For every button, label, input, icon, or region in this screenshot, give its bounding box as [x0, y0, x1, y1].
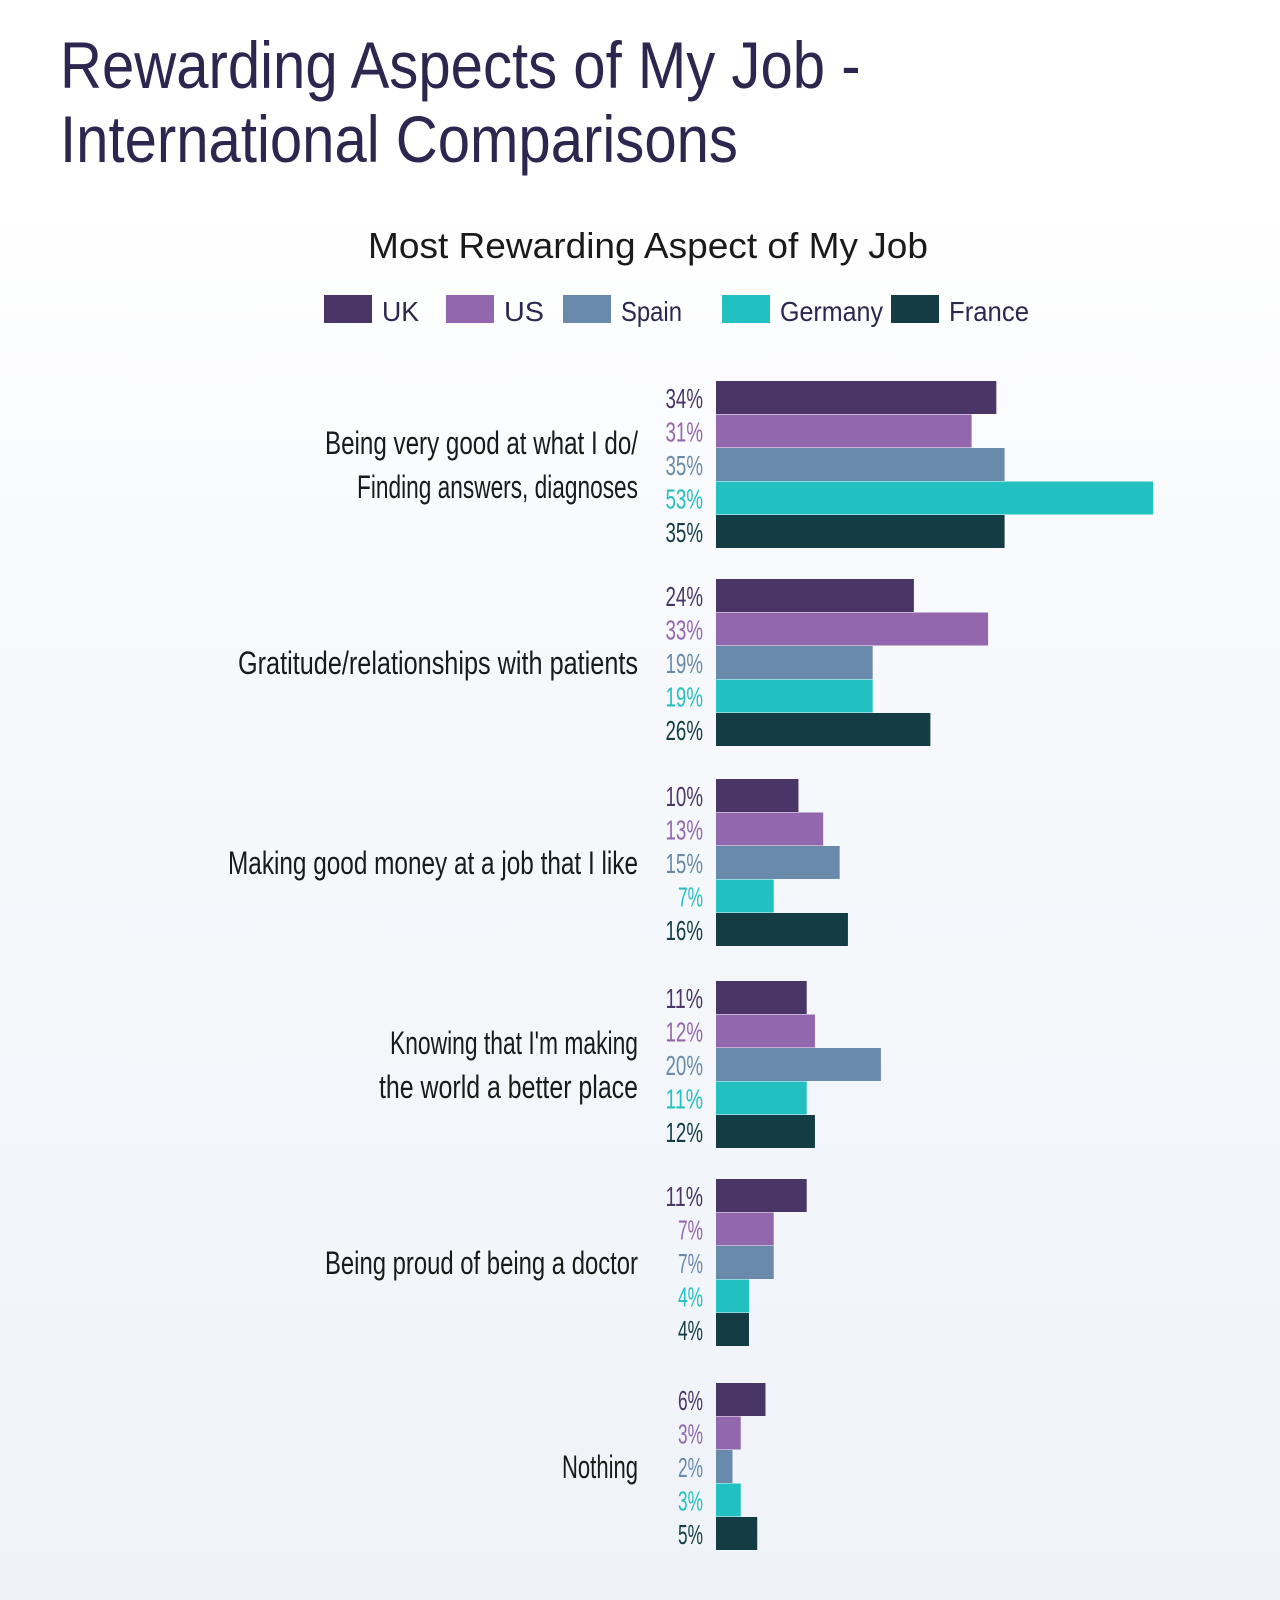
bar-5-france	[716, 1313, 749, 1346]
data-label-3-germany: 7%	[678, 882, 703, 913]
data-label-5-spain: 7%	[678, 1248, 703, 1279]
legend-label-us: US	[504, 296, 544, 327]
data-label-5-france: 4%	[678, 1315, 703, 1346]
bar-2-france	[716, 713, 931, 746]
data-label-2-france: 26%	[666, 715, 704, 746]
bar-6-us	[716, 1416, 741, 1450]
category-label-1-line-1: Being very good at what I do/	[325, 425, 638, 461]
bar-6-uk	[716, 1383, 766, 1416]
bar-3-uk	[716, 779, 799, 812]
data-label-6-germany: 3%	[678, 1486, 703, 1517]
legend-label-germany: Germany	[780, 296, 883, 327]
data-label-3-us: 13%	[666, 815, 704, 846]
data-label-3-spain: 15%	[666, 848, 704, 879]
legend-swatch-spain	[563, 295, 611, 323]
data-label-4-uk: 11%	[666, 983, 704, 1014]
data-label-6-spain: 2%	[678, 1452, 703, 1483]
bar-2-uk	[716, 579, 914, 612]
legend-label-france: France	[949, 296, 1029, 327]
legend-label-uk: UK	[382, 296, 419, 327]
legend-swatch-germany	[722, 295, 770, 323]
legend-swatch-uk	[324, 295, 372, 323]
legend-swatch-france	[891, 295, 939, 323]
bar-6-france	[716, 1517, 758, 1550]
data-label-3-uk: 10%	[666, 781, 704, 812]
page-title-line-2: International Comparisons	[60, 102, 738, 176]
data-label-2-spain: 19%	[666, 648, 704, 679]
data-label-5-germany: 4%	[678, 1282, 703, 1313]
bar-4-spain	[716, 1048, 881, 1081]
data-label-6-france: 5%	[678, 1519, 703, 1550]
bar-1-spain	[716, 448, 1005, 481]
data-label-4-germany: 11%	[666, 1084, 704, 1115]
bar-5-uk	[716, 1179, 807, 1212]
page-title: Rewarding Aspects of My Job - Internatio…	[60, 28, 1072, 176]
bar-1-us	[716, 414, 972, 448]
category-label-5: Being proud of being a doctor	[325, 1245, 638, 1281]
data-label-4-spain: 20%	[666, 1050, 704, 1081]
data-label-6-us: 3%	[678, 1419, 703, 1450]
bar-1-uk	[716, 381, 997, 414]
data-label-1-us: 31%	[666, 417, 704, 448]
category-label-4-line-1: Knowing that I'm making	[390, 1025, 638, 1061]
bar-1-france	[716, 515, 1005, 548]
legend-swatch-us	[446, 295, 494, 323]
page-title-line-1: Rewarding Aspects of My Job -	[60, 28, 861, 102]
data-label-5-us: 7%	[678, 1215, 703, 1246]
category-label-6: Nothing	[562, 1449, 638, 1485]
data-label-1-uk: 34%	[666, 383, 704, 414]
legend-label-spain: Spain	[621, 296, 682, 327]
category-label-2: Gratitude/relationships with patients	[238, 645, 638, 681]
bar-4-germany	[716, 1081, 807, 1115]
bar-6-spain	[716, 1450, 733, 1483]
category-label-3: Making good money at a job that I like	[228, 845, 638, 881]
data-label-1-france: 35%	[666, 517, 704, 548]
bar-3-us	[716, 812, 824, 846]
data-label-4-france: 12%	[666, 1117, 704, 1148]
bar-2-germany	[716, 679, 873, 713]
bar-5-germany	[716, 1279, 749, 1313]
data-label-1-spain: 35%	[666, 450, 704, 481]
data-label-2-uk: 24%	[666, 581, 704, 612]
bar-4-uk	[716, 981, 807, 1014]
data-label-5-uk: 11%	[666, 1181, 704, 1212]
bar-2-us	[716, 612, 989, 646]
bar-3-france	[716, 913, 848, 946]
data-label-4-us: 12%	[666, 1017, 704, 1048]
bar-5-us	[716, 1212, 774, 1246]
bar-5-spain	[716, 1246, 774, 1279]
category-label-1-line-2: Finding answers, diagnoses	[357, 469, 638, 505]
data-label-2-us: 33%	[666, 615, 704, 646]
bar-4-france	[716, 1115, 815, 1148]
bar-1-germany	[716, 481, 1153, 515]
category-label-4-line-2: the world a better place	[379, 1069, 638, 1105]
bar-6-germany	[716, 1483, 741, 1517]
bar-3-spain	[716, 846, 840, 879]
data-label-1-germany: 53%	[666, 484, 704, 515]
bar-3-germany	[716, 879, 774, 913]
chart-title: Most Rewarding Aspect of My Job	[368, 225, 928, 266]
data-label-2-germany: 19%	[666, 682, 704, 713]
data-label-6-uk: 6%	[678, 1385, 703, 1416]
data-label-3-france: 16%	[666, 915, 704, 946]
bar-2-spain	[716, 646, 873, 679]
bar-4-us	[716, 1014, 815, 1048]
